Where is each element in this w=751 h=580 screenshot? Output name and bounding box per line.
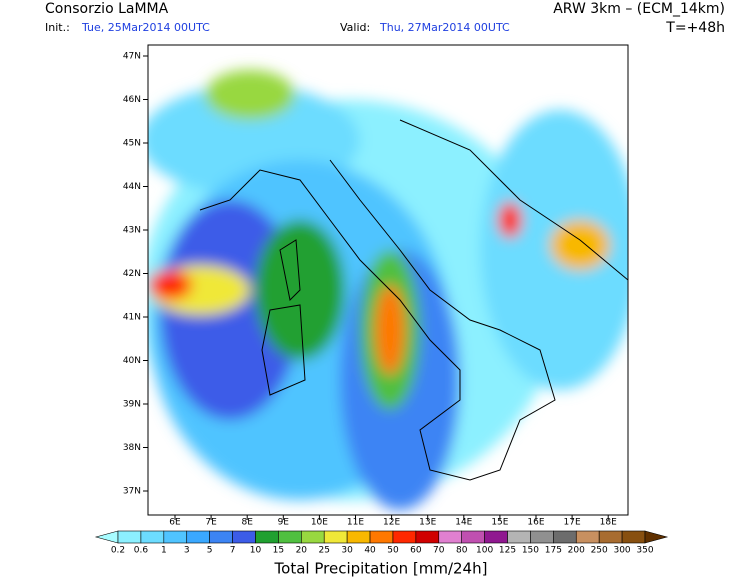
lat-label: 37N [123,487,141,497]
colorbar-box [323,530,348,544]
colorbar-level: 0.6 [134,546,149,556]
precip-field [148,45,628,515]
colorbar-box [232,530,256,544]
colorbar-box [140,530,165,544]
lat-label: 39N [123,400,141,410]
lead-time: T=+48h [665,20,725,36]
lon-label: 11E [347,518,364,528]
lat-label: 43N [123,226,141,236]
lat-label: 40N [123,356,141,366]
lon-label: 16E [527,518,544,528]
colorbar-level: 25 [318,546,329,556]
colorbar-box [438,530,462,544]
colorbar-box [575,530,600,544]
colorbar-level: 0.2 [111,546,125,556]
colorbar-level: 70 [433,546,445,556]
colorbar-level: 1 [161,546,167,556]
colorbar-level: 175 [545,546,562,556]
colorbar-level: 60 [410,546,422,556]
colorbar-box [278,530,302,544]
colorbar-box [598,530,623,544]
init-time: Tue, 25Mar2014 00UTC [81,21,210,34]
map-frame [147,44,629,516]
lon-label: 14E [455,518,472,528]
lon-label: 8E [241,518,253,528]
lon-label: 13E [419,518,436,528]
colorbar-box [461,530,485,544]
colorbar-level: 10 [250,546,262,556]
lat-label: 41N [123,313,141,323]
lon-label: 6E [169,518,181,528]
colorbar-level: 125 [499,546,516,556]
colorbar-box [186,530,210,544]
colorbar-level: 200 [568,546,585,556]
colorbar-level: 5 [207,546,213,556]
colorbar-box [392,530,417,544]
colorbar-level: 15 [273,546,284,556]
lon-label: 15E [491,518,508,528]
colorbar-box [163,530,188,544]
lat-label: 47N [123,52,141,62]
title: Consorzio LaMMA [45,1,169,17]
lat-label: 38N [123,443,141,453]
colorbar-over [644,530,669,544]
colorbar-under [94,530,119,544]
colorbar-level: 3 [184,546,190,556]
colorbar-box [484,530,508,544]
valid-time: Thu, 27Mar2014 00UTC [379,21,510,34]
coastline [199,119,628,481]
colorbar-label: Total Precipitation [mm/24h] [274,560,488,578]
colorbar-level: 350 [636,546,653,556]
colorbar-box [530,530,554,544]
init-label: Init.: [45,21,70,34]
colorbar-level: 40 [364,546,376,556]
colorbar-box [507,530,531,544]
colorbar-box [415,530,440,544]
lon-label: 18E [600,518,617,528]
valid-label: Valid: [340,21,370,34]
lon-label: 7E [205,518,217,528]
colorbar-level: 20 [296,546,308,556]
colorbar-box [346,530,371,544]
colorbar-level: 50 [387,546,399,556]
colorbar-box [255,530,279,544]
colorbar-box [369,530,394,544]
lat-label: 44N [123,182,141,192]
lon-label: 17E [564,518,581,528]
colorbar-level: 150 [522,546,539,556]
colorbar-box [621,530,646,544]
colorbar-level: 300 [613,546,630,556]
colorbar-box [117,530,142,544]
lat-label: 46N [123,95,141,105]
lon-label: 12E [383,518,400,528]
colorbar-level: 30 [341,546,353,556]
colorbar-level: 250 [591,546,608,556]
colorbar-level: 80 [456,546,468,556]
colorbar-level: 100 [476,546,493,556]
colorbar-box [209,530,233,544]
colorbar-box [553,530,577,544]
lon-label: 10E [311,518,328,528]
lat-label: 45N [123,139,141,149]
colorbar-box [301,530,325,544]
lon-label: 9E [278,518,290,528]
model: ARW 3km – (ECM_14km) [553,1,725,17]
colorbar-level: 7 [230,546,236,556]
lat-label: 42N [123,269,141,279]
